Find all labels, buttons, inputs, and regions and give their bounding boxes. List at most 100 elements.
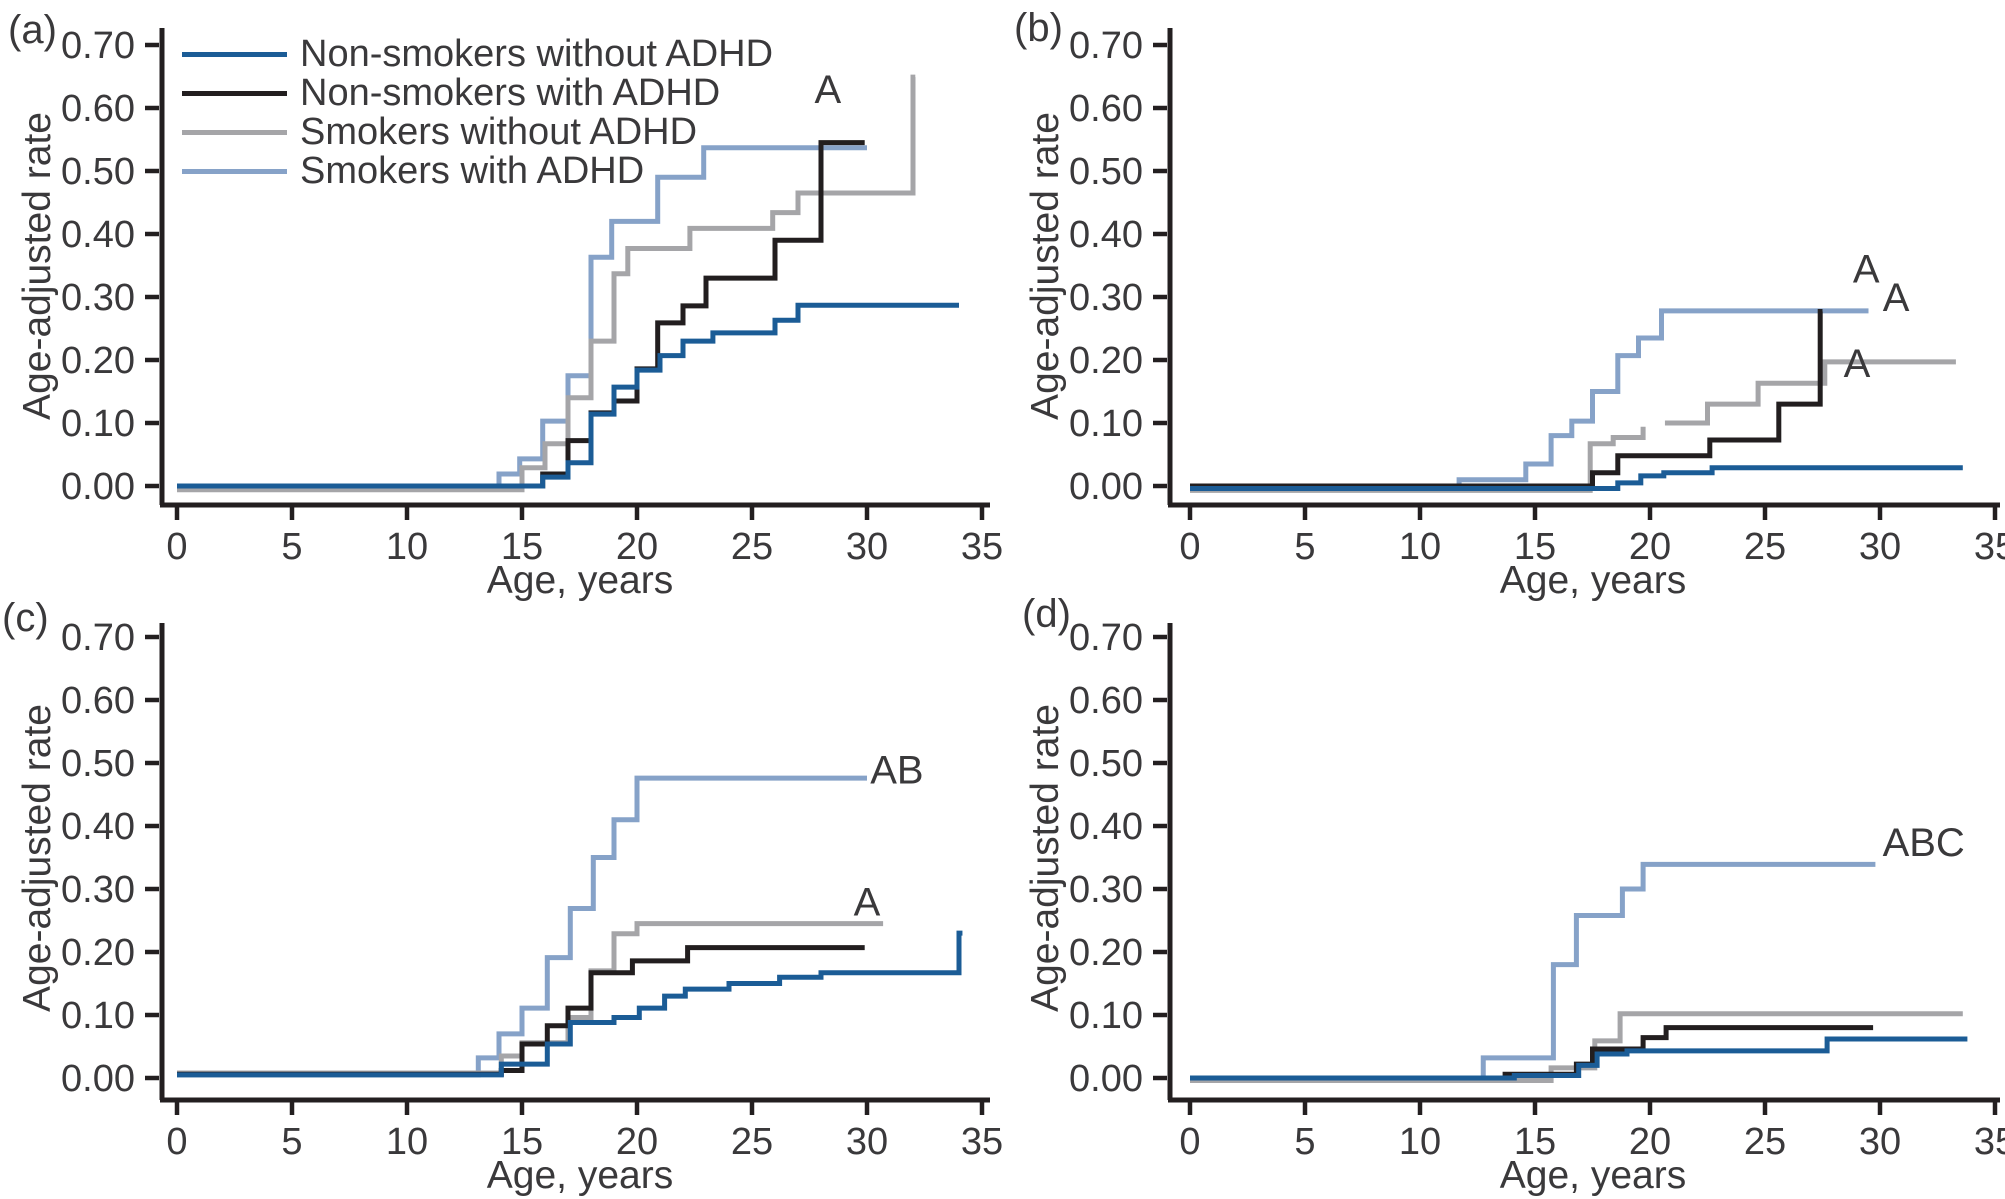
y-tick-label: 0.60 [1069, 680, 1143, 722]
panel-label-d: (d) [1022, 592, 1071, 636]
y-axis-title-d: Age-adjusted rate [1024, 704, 1067, 1012]
x-tick-label: 35 [961, 526, 1003, 568]
y-tick-label: 0.70 [61, 617, 135, 659]
legend-label: Smokers with ADHD [300, 149, 645, 192]
panel-label-a: (a) [8, 8, 57, 52]
y-tick-label: 0.50 [1069, 151, 1143, 193]
x-tick-label: 20 [616, 1121, 658, 1163]
y-tick-label: 0.40 [61, 806, 135, 848]
series-gray [1664, 359, 1956, 426]
x-tick-label: 25 [731, 526, 773, 568]
significance-annotation: A [1844, 342, 1871, 386]
x-tick-label: 35 [961, 1121, 1003, 1163]
panel-label-c: (c) [2, 596, 49, 640]
x-tick-label: 15 [1514, 1121, 1556, 1163]
panel-b: 0 5 10 15 20 25 30 35 0.00 0.10 0.20 0.30 0.40 0.50 0.… [1069, 25, 2005, 568]
x-tick-label: 5 [281, 1121, 302, 1163]
y-tick-label: 0.00 [1069, 1058, 1143, 1100]
x-tick-label: 30 [846, 526, 888, 568]
series-gray [177, 921, 884, 1076]
y-tick-label: 0.30 [1069, 277, 1143, 319]
y-tick-label: 0.10 [1069, 403, 1143, 445]
legend-swatch-line [182, 90, 287, 96]
significance-annotation: A [854, 881, 881, 925]
panel-c: 0 5 10 15 20 25 30 35 0.00 0.10 0.20 0.30 0.40 0.50 0.… [61, 617, 1003, 1163]
panel-label-b: (b) [1014, 6, 1063, 50]
y-tick-label: 0.20 [1069, 932, 1143, 974]
series-lightblue [177, 145, 867, 489]
significance-annotation: ABC [1883, 821, 1965, 865]
series-darkblue [1190, 1036, 1968, 1081]
series-gray [1190, 426, 1646, 493]
y-tick-label: 0.60 [61, 88, 135, 130]
series-black [177, 945, 865, 1077]
legend-label: Smokers without ADHD [300, 110, 698, 153]
panel-a: 0 5 10 15 20 25 30 35 0.00 0.10 0.20 0.30 0.40 0.50 0.… [61, 25, 1003, 568]
y-tick-label: 0.20 [1069, 340, 1143, 382]
x-tick-label: 30 [1859, 526, 1901, 568]
y-axis-title-b: Age-adjusted rate [1024, 112, 1067, 420]
x-tick-label: 20 [1629, 526, 1671, 568]
legend-label: Non-smokers without ADHD [300, 32, 774, 75]
legend-swatch-line [182, 51, 287, 57]
x-axis-title-a: Age, years [486, 559, 674, 602]
y-tick-label: 0.40 [1069, 214, 1143, 256]
y-tick-label: 0.00 [61, 466, 135, 508]
x-tick-label: 15 [1514, 526, 1556, 568]
legend: Non-smokers without ADHD Non-smokers wit… [182, 0, 773, 200]
x-axis-title-d: Age, years [1499, 1154, 1687, 1197]
series-black [1190, 308, 1823, 489]
x-tick-label: 10 [386, 1121, 428, 1163]
significance-annotation: AB [870, 748, 923, 792]
y-tick-label: 0.70 [61, 25, 135, 67]
series-darkblue [1190, 465, 1963, 492]
legend-swatch-line [182, 129, 287, 135]
legend-label: Non-smokers with ADHD [300, 71, 721, 114]
x-axis-title-c: Age, years [486, 1154, 674, 1197]
series-gray [177, 74, 916, 493]
y-tick-label: 0.30 [61, 277, 135, 319]
x-tick-label: 10 [1399, 1121, 1441, 1163]
y-axis-title-c: Age-adjusted rate [16, 704, 59, 1012]
y-tick-label: 0.10 [1069, 995, 1143, 1037]
y-tick-label: 0.60 [61, 680, 135, 722]
x-tick-label: 25 [1744, 526, 1786, 568]
y-tick-label: 0.10 [61, 995, 135, 1037]
y-tick-label: 0.70 [1069, 617, 1143, 659]
y-tick-label: 0.40 [1069, 806, 1143, 848]
y-tick-label: 0.00 [1069, 466, 1143, 508]
x-tick-label: 20 [1629, 1121, 1671, 1163]
y-tick-label: 0.50 [1069, 743, 1143, 785]
series-lightblue [1190, 308, 1869, 489]
y-tick-label: 0.60 [1069, 88, 1143, 130]
x-tick-label: 30 [846, 1121, 888, 1163]
legend-swatch-line [182, 168, 287, 174]
legend-item: Smokers with ADHD [182, 149, 645, 192]
y-tick-label: 0.10 [61, 403, 135, 445]
x-tick-label: 20 [616, 526, 658, 568]
x-tick-label: 5 [1294, 1121, 1315, 1163]
y-axis-title-a: Age-adjusted rate [16, 112, 59, 420]
series-darkblue [177, 302, 959, 489]
y-tick-label: 0.20 [61, 340, 135, 382]
significance-annotation: A [1853, 248, 1880, 292]
legend-item: Non-smokers with ADHD [182, 71, 721, 114]
significance-annotation: A [815, 68, 842, 112]
x-tick-label: 35 [1974, 526, 2005, 568]
x-tick-label: 10 [386, 526, 428, 568]
x-tick-label: 25 [731, 1121, 773, 1163]
x-tick-label: 15 [501, 1121, 543, 1163]
legend-item: Non-smokers without ADHD [182, 32, 774, 75]
x-axis-title-b: Age, years [1499, 559, 1687, 602]
series-lightblue [177, 775, 867, 1078]
y-tick-label: 0.40 [61, 214, 135, 256]
x-tick-label: 15 [501, 526, 543, 568]
x-tick-label: 0 [1179, 1121, 1200, 1163]
significance-annotation: A [1883, 276, 1910, 320]
series-darkblue [177, 930, 963, 1078]
x-tick-label: 10 [1399, 526, 1441, 568]
y-tick-label: 0.20 [61, 932, 135, 974]
y-tick-label: 0.70 [1069, 25, 1143, 67]
